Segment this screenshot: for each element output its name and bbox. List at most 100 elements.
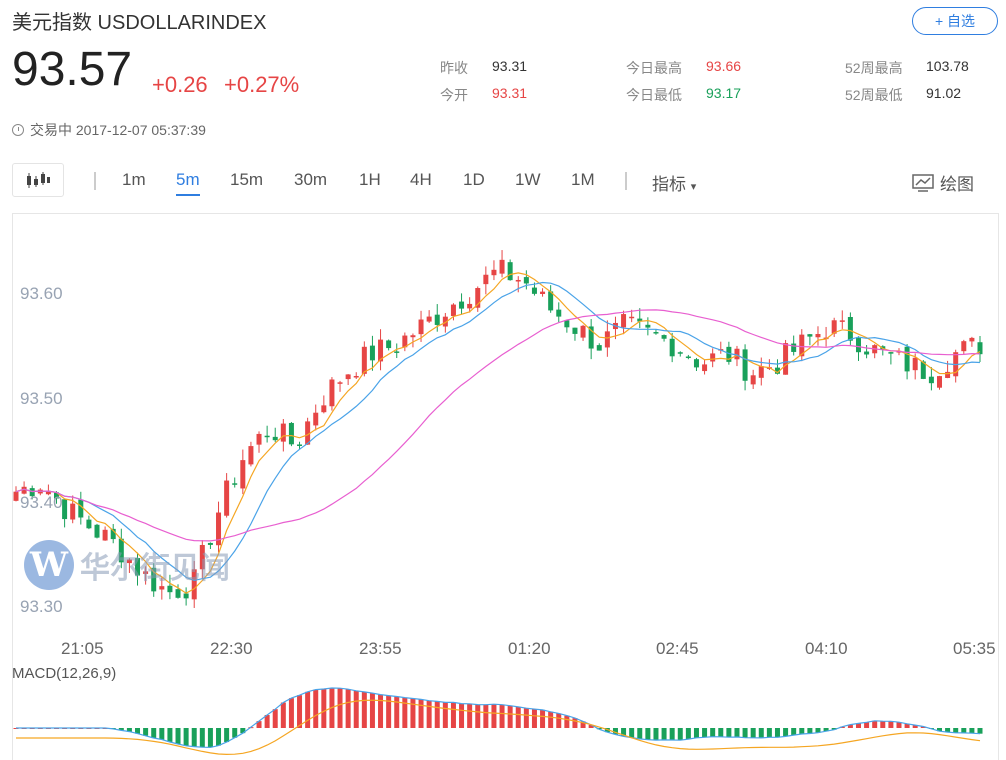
macd-bar	[904, 723, 910, 728]
open-label: 今开	[440, 87, 468, 103]
tab-5m[interactable]: 5m	[176, 170, 200, 196]
candle-body	[369, 345, 375, 361]
candlestick-icon	[27, 172, 50, 188]
candle-body	[515, 279, 521, 282]
candle-body	[256, 433, 262, 445]
candle-body	[507, 262, 513, 281]
macd-bar	[872, 720, 878, 728]
indicator-label: 指标	[652, 175, 686, 194]
tab-15m[interactable]: 15m	[230, 170, 264, 189]
tab-30m[interactable]: 30m	[294, 170, 328, 189]
macd-bar	[823, 728, 829, 732]
macd-bar	[847, 724, 853, 728]
candle-body	[750, 375, 756, 385]
candle-body	[394, 351, 400, 353]
tab-1mo[interactable]: 1M	[571, 170, 595, 189]
macd-bar	[742, 728, 748, 738]
macd-bar	[637, 728, 643, 739]
tab-1h[interactable]: 1H	[359, 170, 381, 189]
macd-bar	[677, 728, 683, 741]
candle-body	[791, 343, 797, 352]
candle-body	[475, 288, 481, 308]
caret-down-icon: ▾	[690, 181, 697, 193]
tab-1m[interactable]: 1m	[122, 170, 146, 189]
candle-body	[637, 318, 643, 322]
macd-bar	[207, 728, 213, 748]
macd-bar	[216, 728, 222, 746]
candle-body	[70, 503, 76, 520]
candle-body	[572, 327, 578, 334]
draw-button[interactable]: 绘图	[912, 170, 974, 195]
x-tick-label: 02:45	[656, 639, 699, 658]
candle-body	[167, 585, 173, 593]
candle-body	[467, 303, 473, 309]
y-tick-label: 93.30	[20, 597, 63, 616]
macd-bar	[612, 728, 618, 735]
candle-body	[280, 423, 286, 442]
tab-1w[interactable]: 1W	[515, 170, 541, 189]
candle-body	[864, 351, 870, 355]
macd-bar	[256, 721, 262, 728]
candle-body	[94, 524, 100, 538]
macd-bar	[969, 728, 975, 734]
macd-bar	[799, 728, 805, 734]
macd-bar	[945, 728, 951, 733]
candle-body	[774, 367, 780, 374]
macd-bar	[669, 728, 675, 740]
macd-bar	[693, 728, 699, 738]
candle-body	[710, 353, 716, 362]
candle-body	[442, 316, 448, 327]
candle-body	[483, 274, 489, 285]
candle-body	[353, 375, 359, 378]
candle-body	[596, 345, 602, 351]
macd-bar	[280, 702, 286, 728]
macd-bar	[224, 728, 230, 743]
candle-body	[135, 558, 141, 576]
macd-bar	[159, 728, 165, 740]
macd-bar	[288, 698, 294, 728]
candle-body	[629, 316, 635, 319]
macd-bar	[394, 696, 400, 728]
candle-body	[839, 320, 845, 322]
macd-bar	[912, 725, 918, 728]
tab-4h[interactable]: 4H	[410, 170, 432, 189]
candle-body	[661, 335, 667, 339]
candle-body	[604, 331, 610, 348]
candle-body	[386, 340, 392, 349]
candle-body	[936, 376, 942, 388]
macd-bar	[807, 728, 813, 734]
candle-body	[653, 332, 659, 334]
candle-body	[361, 346, 367, 374]
candle-body	[531, 287, 537, 294]
candle-body	[175, 589, 181, 598]
macd-bar	[475, 704, 481, 728]
macd-bar	[831, 728, 837, 730]
candle-body	[434, 314, 440, 325]
candle-body	[815, 334, 821, 338]
candlestick-type-button[interactable]	[12, 163, 64, 197]
candle-body	[102, 529, 108, 541]
macd-bar	[126, 728, 132, 732]
macd-bar	[758, 728, 764, 738]
tab-1d[interactable]: 1D	[463, 170, 485, 189]
macd-bar	[726, 728, 732, 738]
candle-body	[855, 338, 861, 353]
macd-bar	[199, 728, 205, 748]
macd-bar	[183, 728, 189, 746]
candle-body	[742, 349, 748, 381]
toolbar-divider	[625, 172, 627, 190]
add-watchlist-button[interactable]: + 自选	[912, 7, 998, 35]
macd-bar	[143, 728, 149, 736]
macd-bar	[977, 728, 983, 734]
candle-body	[969, 337, 975, 342]
candle-body	[540, 291, 546, 295]
candle-body	[945, 371, 951, 378]
chart-area[interactable]	[12, 213, 999, 760]
indicator-dropdown[interactable]: 指标 ▾	[652, 170, 696, 195]
macd-bar	[515, 706, 521, 728]
macd-bar	[621, 728, 627, 737]
candle-body	[726, 346, 732, 362]
week52-high-label: 52周最高	[845, 60, 903, 76]
x-tick-label: 22:30	[210, 639, 253, 658]
